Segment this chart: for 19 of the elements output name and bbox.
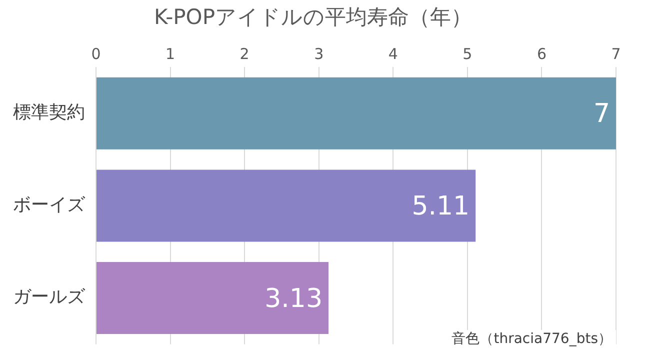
y-tick-label: ガールズ [13, 286, 86, 308]
x-tick-label: 5 [462, 45, 472, 64]
bar [96, 77, 616, 150]
x-tick-label: 3 [314, 45, 324, 64]
bar [96, 170, 476, 242]
chart-title: K-POPアイドルの平均寿命（年） [154, 5, 472, 30]
x-tick-label: 4 [388, 45, 398, 64]
x-tick-label: 7 [611, 45, 621, 64]
x-tick-label: 0 [91, 45, 101, 64]
y-tick-label: 標準契約 [13, 102, 85, 124]
annotation: 音色（thracia776_bts） [448, 330, 616, 348]
x-tick-label: 6 [536, 45, 546, 64]
y-tick-label: ボーイズ [13, 194, 86, 216]
x-tick-label: 1 [166, 45, 176, 64]
bar [96, 262, 329, 334]
x-tick-label: 2 [240, 45, 250, 64]
data-label: 5.11 [412, 191, 470, 222]
data-label: 3.13 [264, 284, 323, 314]
data-label: 7 [593, 99, 610, 130]
